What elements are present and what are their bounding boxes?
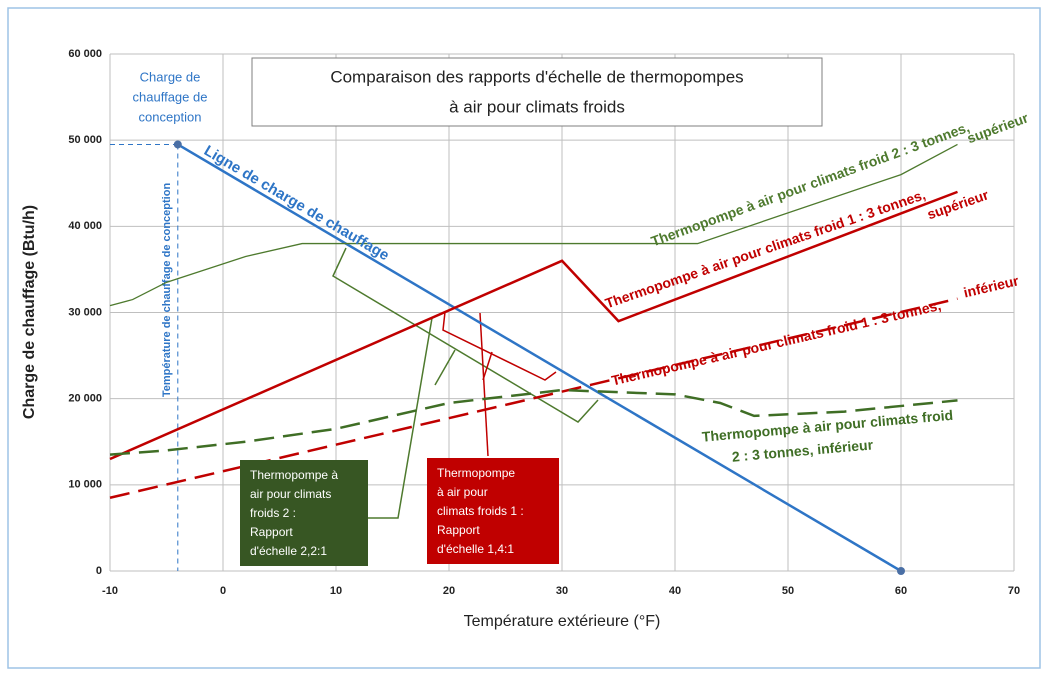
x-tick-label: 70: [1008, 585, 1020, 597]
x-tick-label: 30: [556, 585, 568, 597]
callout-text: d'échelle 1,4:1: [437, 542, 514, 556]
callout-text: Rapport: [250, 525, 293, 539]
callout-text: air pour climats: [250, 487, 331, 501]
y-tick-label: 50 000: [68, 134, 102, 146]
callout-text: climats froids 1 :: [437, 504, 524, 518]
callout-text: Rapport: [437, 523, 480, 537]
y-tick-label: 0: [96, 565, 102, 577]
y-tick-label: 10 000: [68, 479, 102, 491]
callout-text: froids 2 :: [250, 506, 296, 520]
callout-text: à air pour: [437, 485, 488, 499]
title-box: [251, 57, 823, 127]
y-axis-label: Charge de chauffage (Btu/h): [21, 205, 38, 419]
y-tick-label: 40 000: [68, 220, 102, 232]
y-tick-label: 30 000: [68, 306, 102, 318]
callout-text: Thermopompe: [437, 466, 515, 480]
x-tick-label: 40: [669, 585, 681, 597]
callout-bracket: [332, 247, 599, 423]
x-axis-label: Température extérieure (°F): [464, 613, 661, 630]
x-tick-label: 20: [443, 585, 455, 597]
callout-text: d'échelle 2,2:1: [250, 544, 327, 558]
design-load-label: conception: [139, 109, 202, 124]
x-tick-label: 60: [895, 585, 907, 597]
design-load-label: chauffage de: [133, 89, 208, 104]
y-tick-label: 20 000: [68, 393, 102, 405]
series-line: [109, 388, 958, 456]
x-tick-label: -10: [102, 585, 118, 597]
x-tick-label: 0: [220, 585, 226, 597]
design-temperature-label: Température de chauffage de conception: [161, 183, 173, 398]
load-point: [897, 567, 905, 575]
load-point: [173, 140, 182, 149]
callout-box: [240, 460, 368, 566]
callout-pointer: [479, 312, 489, 457]
series-line: [109, 143, 958, 307]
callout-box: [427, 458, 559, 564]
callout-pointer: [482, 351, 493, 381]
series-line: [177, 143, 902, 573]
callout-pointer: [368, 317, 433, 519]
chart-title: à air pour climats froids: [449, 97, 625, 116]
design-load-label: Charge de: [140, 69, 201, 84]
y-tick-label: 60 000: [68, 48, 102, 60]
chart-title: Comparaison des rapports d'échelle de th…: [330, 67, 743, 86]
x-tick-label: 10: [330, 585, 342, 597]
callout-pointer: [434, 349, 456, 386]
callout-bracket: [442, 311, 557, 381]
series-line: [109, 190, 958, 461]
callout-text: Thermopompe à: [250, 468, 338, 482]
x-tick-label: 50: [782, 585, 794, 597]
